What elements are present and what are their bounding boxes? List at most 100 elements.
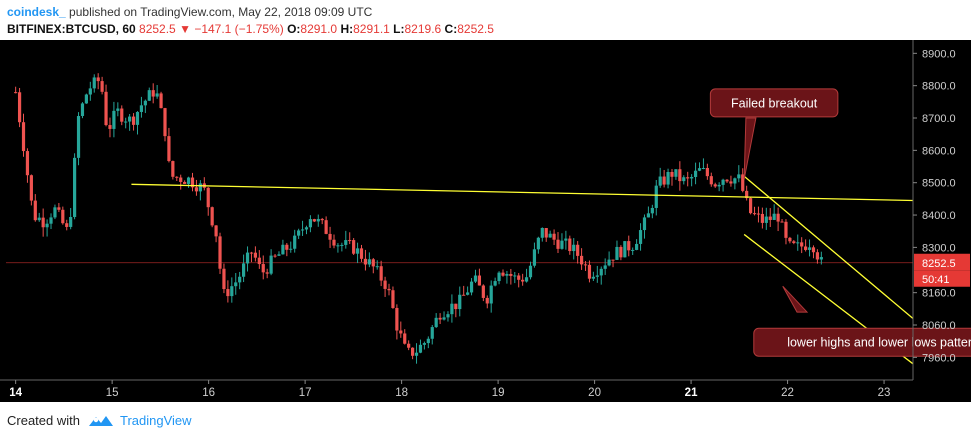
candle-body bbox=[25, 151, 30, 176]
candle-body bbox=[120, 108, 124, 122]
candle-body bbox=[348, 240, 352, 242]
candle-body bbox=[285, 244, 289, 250]
candle-body bbox=[210, 207, 214, 226]
candle-body bbox=[446, 314, 450, 318]
candle-body bbox=[768, 216, 772, 220]
candle-body bbox=[304, 227, 309, 230]
candle-body bbox=[760, 213, 764, 223]
candle-body bbox=[100, 81, 104, 92]
candle-body bbox=[611, 259, 615, 261]
candle-body bbox=[772, 213, 776, 220]
candle-body bbox=[84, 94, 88, 104]
candle-body bbox=[583, 264, 588, 266]
candle-body bbox=[544, 227, 548, 238]
annotation-text: lower highs and lower lows pattern bbox=[787, 336, 971, 350]
candle-body bbox=[375, 266, 379, 268]
x-tick-label: 23 bbox=[878, 387, 891, 399]
candle-body bbox=[104, 91, 108, 126]
candle-body bbox=[509, 273, 513, 276]
candle-body bbox=[454, 303, 458, 310]
candle-body bbox=[249, 252, 254, 254]
countdown-badge-label: 50:41 bbox=[922, 274, 950, 286]
candle-body bbox=[489, 285, 493, 304]
candle-body bbox=[17, 92, 22, 123]
candle-body bbox=[776, 213, 780, 222]
candle-body bbox=[635, 243, 639, 250]
candle-body bbox=[163, 108, 167, 137]
down-arrow-icon: ▼ bbox=[179, 22, 191, 36]
candle-body bbox=[426, 338, 430, 344]
candle-body bbox=[784, 221, 788, 238]
candle-body bbox=[57, 207, 61, 210]
candle-body bbox=[607, 259, 611, 266]
candle-body bbox=[76, 116, 81, 158]
candle-body bbox=[340, 244, 344, 246]
tradingview-brand-link[interactable]: TradingView bbox=[119, 413, 192, 428]
x-tick-label: 14 bbox=[9, 387, 22, 399]
candle-body bbox=[328, 233, 332, 240]
y-tick-label: 7960.0 bbox=[922, 352, 956, 364]
candle-body bbox=[678, 169, 682, 182]
chart-area[interactable]: Failed breakout lower highs and lower low… bbox=[0, 40, 971, 402]
candle-body bbox=[69, 216, 73, 227]
candle-body bbox=[49, 217, 53, 224]
high-label: H: bbox=[340, 22, 354, 36]
candle-body bbox=[124, 121, 128, 123]
candle-body bbox=[595, 275, 599, 277]
candle-body bbox=[387, 288, 391, 291]
candle-body bbox=[277, 254, 281, 256]
tradingview-logo-icon[interactable] bbox=[88, 414, 114, 428]
last-price-label: 8252.5 bbox=[139, 22, 176, 36]
candle-body bbox=[603, 265, 607, 269]
candle-body bbox=[524, 277, 529, 282]
candle-body bbox=[568, 238, 572, 252]
candle-body bbox=[344, 240, 348, 245]
candle-body bbox=[741, 174, 745, 191]
candle-body bbox=[701, 167, 706, 169]
candle-body bbox=[194, 187, 199, 192]
x-tick-label: 21 bbox=[685, 387, 698, 399]
candle-body bbox=[717, 184, 721, 187]
candle-body bbox=[556, 239, 560, 249]
author-link[interactable]: coindesk_ bbox=[7, 5, 66, 19]
candle-body bbox=[721, 179, 725, 185]
candle-body bbox=[131, 116, 136, 125]
candle-body bbox=[434, 317, 438, 328]
y-tick-label: 8600.0 bbox=[922, 145, 956, 157]
y-tick-label: 8060.0 bbox=[922, 320, 956, 332]
candle-body bbox=[352, 240, 356, 254]
candle-body bbox=[469, 281, 474, 293]
candle-body bbox=[332, 239, 336, 246]
candle-body bbox=[45, 223, 49, 228]
candle-body bbox=[112, 110, 116, 129]
candle-body bbox=[234, 282, 238, 287]
candle-body bbox=[591, 276, 595, 279]
created-with-label: Created with bbox=[7, 413, 80, 428]
candle-body bbox=[540, 227, 544, 238]
publish-info: published on TradingView.com, May 22, 20… bbox=[69, 5, 373, 19]
candle-body bbox=[108, 125, 112, 129]
candle-body bbox=[619, 246, 623, 258]
candle-body bbox=[473, 275, 478, 282]
candle-body bbox=[261, 264, 265, 273]
candle-body bbox=[151, 90, 155, 97]
candle-body bbox=[289, 248, 293, 250]
candle-body bbox=[572, 244, 576, 252]
candle-body bbox=[359, 248, 364, 259]
x-tick-label: 20 bbox=[588, 387, 601, 399]
annotation-text: Failed breakout bbox=[731, 96, 818, 110]
candle-body bbox=[407, 343, 411, 348]
last-price-badge-label: 8252.5 bbox=[922, 258, 956, 270]
candle-body bbox=[745, 190, 749, 199]
candle-body bbox=[273, 255, 277, 257]
candle-body bbox=[576, 244, 580, 256]
low-label: L: bbox=[393, 22, 405, 36]
candle-body bbox=[670, 171, 674, 177]
candle-body bbox=[367, 259, 371, 265]
candle-body bbox=[218, 236, 222, 269]
candle-body bbox=[709, 176, 713, 185]
countdown-badge bbox=[914, 270, 970, 287]
candle-body bbox=[560, 240, 564, 249]
candle-body bbox=[230, 286, 234, 297]
candlestick-chart[interactable]: Failed breakout lower highs and lower low… bbox=[0, 40, 971, 402]
